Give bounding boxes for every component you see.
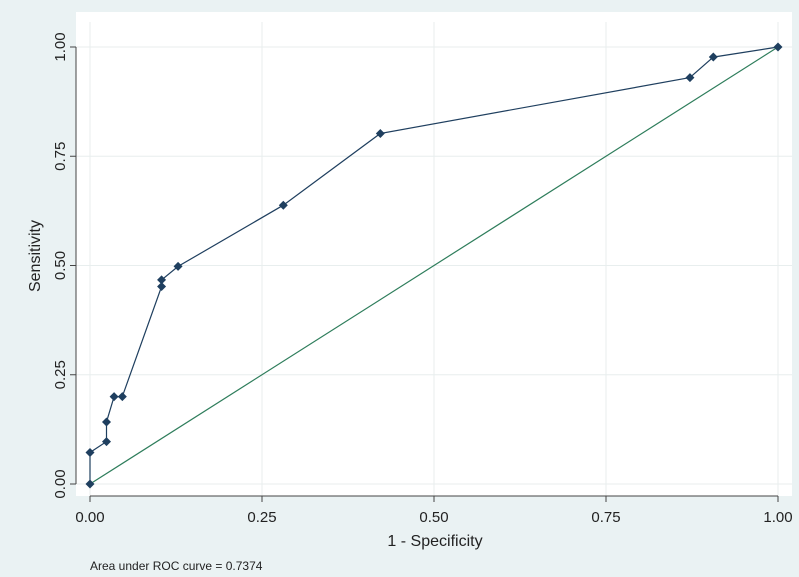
x-tick-label: 0.50 — [419, 509, 448, 526]
roc-point — [85, 448, 95, 458]
roc-point — [375, 129, 385, 139]
auc-note: Area under ROC curve = 0.7374 — [90, 559, 263, 573]
reference-line — [89, 46, 779, 485]
axes — [70, 46, 779, 502]
roc-point — [708, 52, 718, 62]
y-tick-label: 0.25 — [52, 360, 69, 389]
roc-point — [173, 261, 183, 271]
x-tick-labels: 0.00 0.25 0.50 0.75 1.00 — [75, 509, 792, 526]
roc-point — [85, 479, 95, 489]
roc-point — [102, 417, 112, 427]
roc-point — [773, 42, 783, 52]
roc-point — [278, 200, 288, 210]
y-tick-label: 0.75 — [52, 142, 69, 171]
roc-point — [117, 392, 127, 402]
roc-point — [157, 275, 167, 285]
y-tick-label: 1.00 — [52, 32, 69, 61]
x-tick-label: 0.75 — [591, 509, 620, 526]
roc-point — [685, 73, 695, 83]
series-layer — [85, 42, 783, 489]
y-tick-labels: 0.00 0.25 0.50 0.75 1.00 — [52, 32, 69, 498]
roc-point — [102, 437, 112, 447]
x-axis-title: 1 - Specificity — [387, 533, 482, 550]
x-tick-label: 0.25 — [247, 509, 276, 526]
y-axis-title: Sensitivity — [27, 220, 44, 292]
x-tick-label: 1.00 — [763, 509, 792, 526]
y-tick-label: 0.50 — [52, 251, 69, 280]
y-tick-label: 0.00 — [52, 469, 69, 498]
x-tick-label: 0.00 — [75, 509, 104, 526]
roc-point — [157, 281, 167, 291]
roc-point — [109, 392, 119, 402]
